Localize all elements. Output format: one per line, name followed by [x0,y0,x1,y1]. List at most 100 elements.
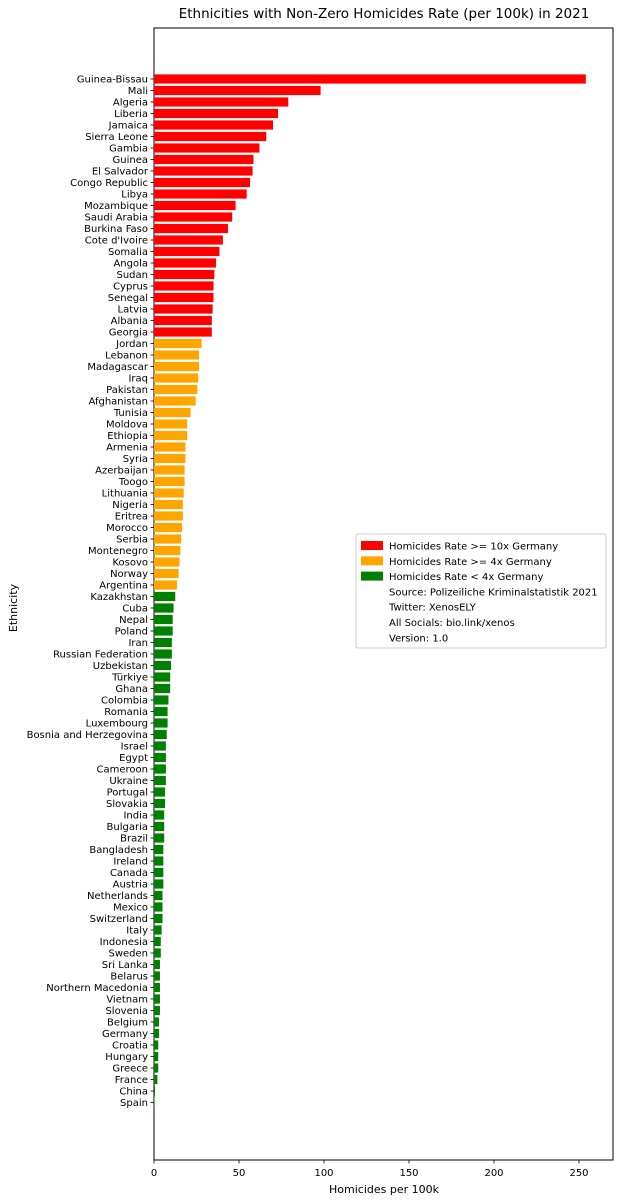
bar [154,1051,159,1062]
y-tick-label: Cameroon [97,765,148,776]
bar [154,821,165,832]
bar [154,844,164,855]
y-tick-label: Jamaica [108,121,148,132]
bar [154,304,213,314]
y-tick-label: Mozambique [84,201,148,212]
y-tick-label: Argentina [99,581,148,592]
y-tick-label: Pakistan [106,385,148,396]
bar [154,775,166,786]
bar [154,108,279,119]
legend-entry: Homicides Rate < 4x Germany [389,572,543,583]
bar [154,396,196,406]
y-tick-label: Hungary [105,1052,148,1063]
y-tick-label: Lithuania [102,489,148,500]
bar [154,327,212,337]
y-tick-label: Eritrea [115,512,148,523]
y-tick-label: Slovenia [105,1006,148,1017]
y-tick-label: Ireland [113,857,148,868]
y-tick-label: Luxembourg [86,719,148,730]
y-tick-label: Egypt [119,753,148,764]
y-tick-label: Latvia [118,305,148,316]
y-tick-label: Toogo [118,477,148,488]
x-tick-label: 250 [569,1168,588,1179]
bar [154,637,172,648]
y-tick-label: Bangladesh [89,845,148,856]
y-tick-label: Algeria [113,98,148,109]
y-tick-label: Morocco [106,523,148,534]
bar [154,971,160,981]
bar [154,741,166,751]
y-tick-label: Italy [126,926,148,937]
bar [154,465,185,475]
bar [154,833,165,843]
y-tick-label: India [123,811,148,822]
bar [154,591,176,602]
bar [154,1097,155,1108]
bar [154,810,165,820]
bar [154,511,183,521]
y-tick-label: Somalia [108,247,148,258]
bar [154,982,160,993]
y-tick-label: Sweden [108,949,148,960]
y-tick-label: Azerbaijan [95,466,148,477]
y-tick-label: Greece [112,1064,148,1075]
bar [154,1086,156,1096]
y-tick-label: France [115,1075,148,1086]
y-tick-label: Israel [121,742,148,753]
y-tick-label: Moldova [106,420,148,431]
y-tick-label: Guinea [113,155,148,166]
bar [154,959,160,970]
legend-entry: Homicides Rate >= 4x Germany [389,557,552,568]
legend-note: Twitter: XenosELY [388,603,477,614]
legend-entry: Homicides Rate >= 10x Germany [389,542,558,553]
bar [154,1028,160,1039]
bar [154,373,199,383]
bars-group [154,74,586,1108]
y-tick-label: Cuba [122,604,148,615]
bar [154,499,183,510]
y-tick-label: Jordan [115,339,148,350]
bar [154,522,183,533]
bar [154,568,179,579]
bar [154,212,233,222]
bar [154,925,162,935]
y-tick-label: Sri Lanka [102,960,148,971]
bar [154,890,163,901]
x-axis-label: Homicides per 100k [329,1183,440,1196]
y-tick-label: Brazil [120,834,148,845]
y-tick-label: Germany [102,1029,148,1040]
legend: Homicides Rate >= 10x Germany Homicides R… [355,533,607,649]
y-tick-label: China [119,1087,148,1098]
bar [154,246,220,257]
bar [154,798,166,809]
x-tick-label: 200 [484,1168,503,1179]
x-tick-label: 100 [314,1168,333,1179]
y-tick-label: Saudi Arabia [85,213,148,224]
bar [154,338,202,349]
bar [154,442,186,452]
y-tick-label: Kosovo [112,558,148,569]
y-tick-label: Austria [113,880,148,891]
y-tick-label: Congo Republic [70,178,148,189]
y-tick-label: Northern Macedonia [46,983,148,994]
y-tick-label: Switzerland [90,914,148,925]
bar [154,545,181,556]
bar [154,131,267,142]
y-tick-labels: Guinea-BissauMaliAlgeriaLiberiaJamaicaSi… [27,75,154,1109]
bar [154,936,161,947]
bar [154,166,253,176]
y-tick-label: Burkina Faso [84,224,148,235]
bar [154,258,217,268]
y-tick-label: Guinea-Bissau [77,75,148,86]
y-tick-label: Uzbekistan [93,661,148,672]
y-tick-label: Madagascar [87,362,149,373]
legend-box [355,533,607,649]
bar [154,419,188,429]
bar [154,1063,159,1073]
bar [154,350,200,360]
bar [154,200,236,211]
y-tick-label: Mexico [113,903,148,914]
y-axis-label: Ethnicity [7,583,20,632]
bar [154,879,164,889]
legend-swatch [361,556,383,566]
